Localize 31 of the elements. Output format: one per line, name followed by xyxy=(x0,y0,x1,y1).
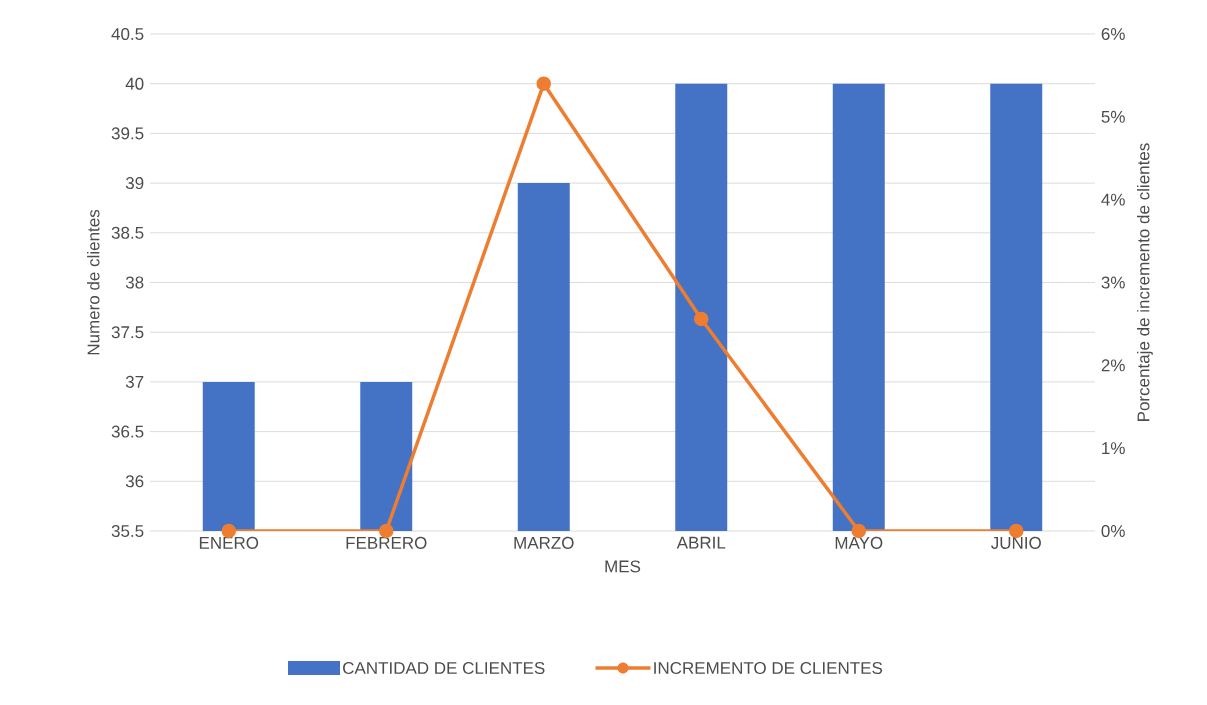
y-tick-label: 40 xyxy=(125,77,144,90)
x-tick-label: MARZO xyxy=(514,536,574,549)
y2-tick-label: 4% xyxy=(1101,193,1125,206)
y2-axis-title: Porcentaje de incremento de clientes xyxy=(1136,143,1153,421)
y2-tick-label: 0% xyxy=(1101,524,1125,538)
x-axis-title: MES xyxy=(605,560,641,573)
x-tick-label: JUNIO xyxy=(991,536,1041,549)
y-tick-label: 36.5 xyxy=(111,425,144,438)
y-axis-title: Numero de clientes xyxy=(87,209,100,355)
y-tick-label: 38 xyxy=(125,276,144,289)
y-tick-label: 38.5 xyxy=(111,226,144,239)
y-tick-label: 35.5 xyxy=(111,524,144,538)
y-tick-label: 39 xyxy=(125,177,144,190)
y2-tick-label: 5% xyxy=(1101,110,1125,123)
x-tick-label: ENERO xyxy=(199,536,259,549)
y-tick-label: 37.5 xyxy=(111,326,144,339)
y-tick-label: 40.5 xyxy=(111,27,144,41)
x-tick-label: MAYO xyxy=(835,536,883,549)
point xyxy=(694,311,709,327)
y-tick-label: 37 xyxy=(125,375,144,388)
y2-tick-label: 6% xyxy=(1101,27,1125,41)
point xyxy=(536,76,552,91)
x-tick-label: FEBRERO xyxy=(346,536,427,549)
legend-label: INCREMENTO DE CLIENTES xyxy=(654,661,883,675)
y2-tick-label: 2% xyxy=(1101,359,1125,372)
y2-tick-label: 3% xyxy=(1101,276,1125,289)
y2-tick-label: 1% xyxy=(1102,442,1125,455)
legend-label: CANTIDAD DE CLIENTES xyxy=(343,661,545,675)
x-tick-label: ABRIL xyxy=(676,536,726,549)
y-tick-label: 36 xyxy=(125,475,144,488)
y-tick-label: 39.5 xyxy=(111,127,144,140)
